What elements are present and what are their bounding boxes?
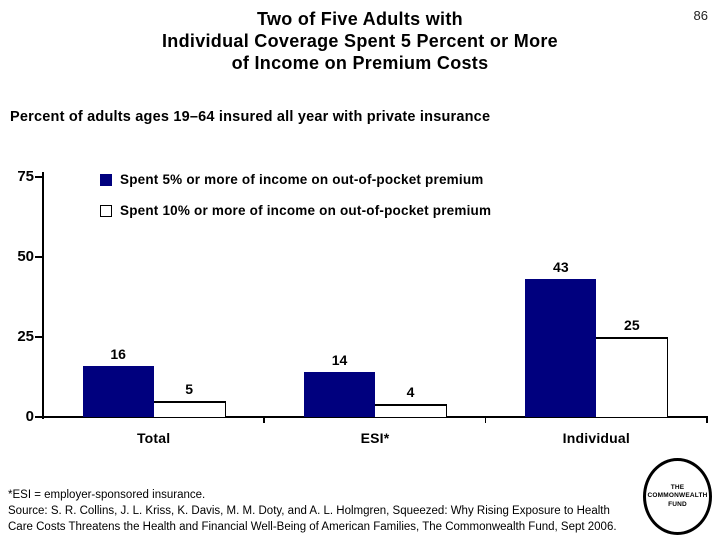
value-label-total-spent-5pct: 16 <box>110 345 126 362</box>
legend-label-5pct: Spent 5% or more of income on out-of-poc… <box>120 172 484 187</box>
x-tick-1 <box>263 417 265 423</box>
y-tick-label-50: 50 <box>17 248 34 265</box>
source-line-1: Source: S. R. Collins, J. L. Kriss, K. D… <box>8 505 610 517</box>
x-tick-2 <box>484 417 487 423</box>
value-label-esi--spent-10pct: 4 <box>406 384 415 401</box>
legend-item-5pct: Spent 5% or more of income on out-of-poc… <box>100 172 483 187</box>
legend-swatch-outline-icon <box>100 204 112 217</box>
value-label-total-spent-10pct: 5 <box>185 381 194 397</box>
bar-total-spent-10pct <box>153 401 226 417</box>
y-tick-25 <box>35 336 43 338</box>
commonwealth-fund-logo: THE COMMONWEALTH FUND <box>643 458 712 535</box>
chart-subtitle: Percent of adults ages 19–64 insured all… <box>10 109 491 125</box>
bar-esi--spent-10pct <box>375 404 447 417</box>
legend-item-10pct: Spent 10% or more of income on out-of-po… <box>100 203 491 218</box>
bar-individual-spent-5pct <box>525 279 597 417</box>
value-label-individual-spent-5pct: 43 <box>553 259 569 276</box>
y-tick-0 <box>35 416 43 418</box>
footnotes: *ESI = employer-sponsored insurance. Sou… <box>8 487 644 535</box>
footnote-esi-definition: *ESI = employer-sponsored insurance. <box>8 489 206 501</box>
page-number: 86 <box>693 8 708 23</box>
source-line-2: Care Costs Threatens the Health and Fina… <box>8 521 617 533</box>
logo-line-2: COMMONWEALTH <box>647 492 708 500</box>
y-tick-50 <box>35 256 43 258</box>
legend-swatch-filled-icon <box>100 173 112 186</box>
category-label-total: Total <box>136 430 171 446</box>
y-tick-label-0: 0 <box>25 408 34 425</box>
bar-esi--spent-5pct <box>304 372 375 417</box>
y-axis <box>42 172 44 419</box>
logo-line-3: FUND <box>668 500 687 508</box>
category-label-individual: Individual <box>562 430 630 446</box>
slide-title: Two of Five Adults with Individual Cover… <box>0 8 720 74</box>
title-line-1: Two of Five Adults with <box>257 9 463 29</box>
y-tick-label-75: 75 <box>17 168 34 185</box>
logo-line-1: THE <box>670 483 685 491</box>
title-line-3: of Income on Premium Costs <box>231 53 489 73</box>
category-label-esi-: ESI* <box>360 430 390 446</box>
value-label-individual-spent-10pct: 25 <box>624 317 640 333</box>
bar-total-spent-5pct <box>82 365 154 417</box>
bar-individual-spent-10pct <box>596 337 669 417</box>
title-line-2: Individual Coverage Spent 5 Percent or M… <box>162 31 558 51</box>
x-tick-3 <box>706 417 708 423</box>
legend-label-10pct: Spent 10% or more of income on out-of-po… <box>120 203 492 218</box>
y-tick-label-25: 25 <box>17 328 34 345</box>
value-label-esi--spent-5pct: 14 <box>331 352 348 369</box>
y-tick-75 <box>35 176 43 178</box>
